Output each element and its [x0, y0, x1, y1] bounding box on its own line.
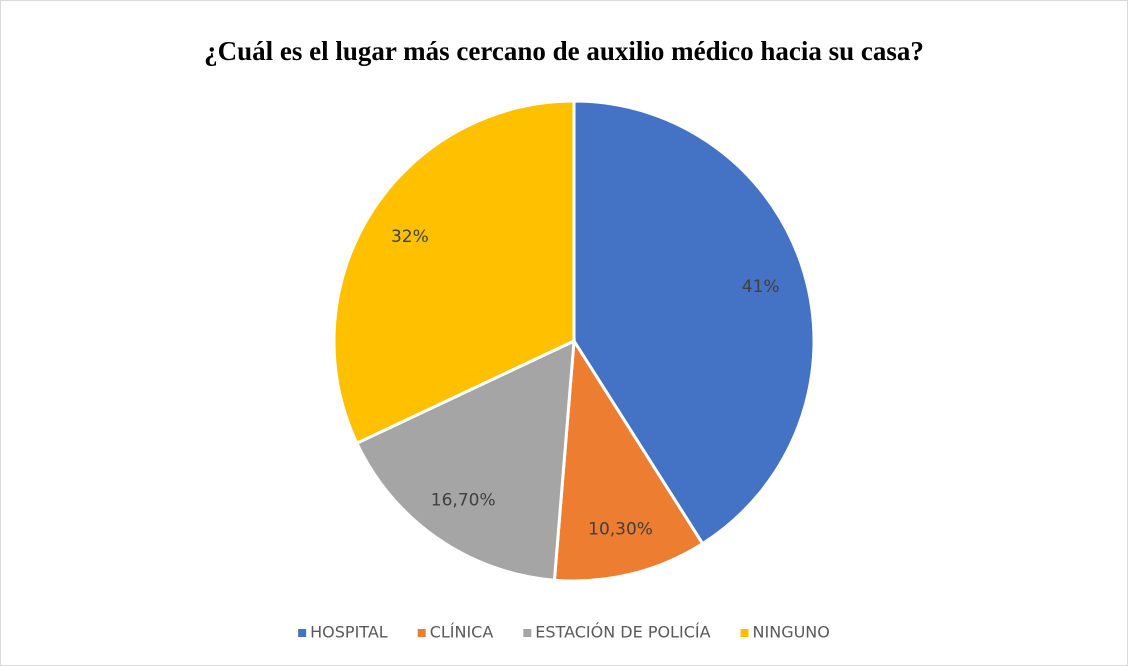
- legend-swatch: [740, 629, 749, 637]
- data-label: 32%: [391, 227, 429, 247]
- legend-label: ESTACIÓN DE POLICÍA: [535, 623, 710, 642]
- legend-swatch: [523, 629, 532, 637]
- legend-swatch: [417, 629, 426, 637]
- data-label: 41%: [742, 277, 780, 297]
- chart-title: ¿Cuál es el lugar más cercano de auxilio…: [204, 36, 924, 66]
- legend-label: CLÍNICA: [430, 623, 494, 642]
- legend-label: NINGUNO: [753, 623, 830, 642]
- pie-slice: [552, 336, 705, 583]
- legend-swatch: [298, 629, 307, 637]
- data-label: 10,30%: [588, 520, 653, 540]
- data-label: 16,70%: [431, 491, 496, 511]
- pie-slice: [354, 338, 576, 582]
- pie-slice: [332, 99, 576, 446]
- legend-label: HOSPITAL: [310, 623, 388, 642]
